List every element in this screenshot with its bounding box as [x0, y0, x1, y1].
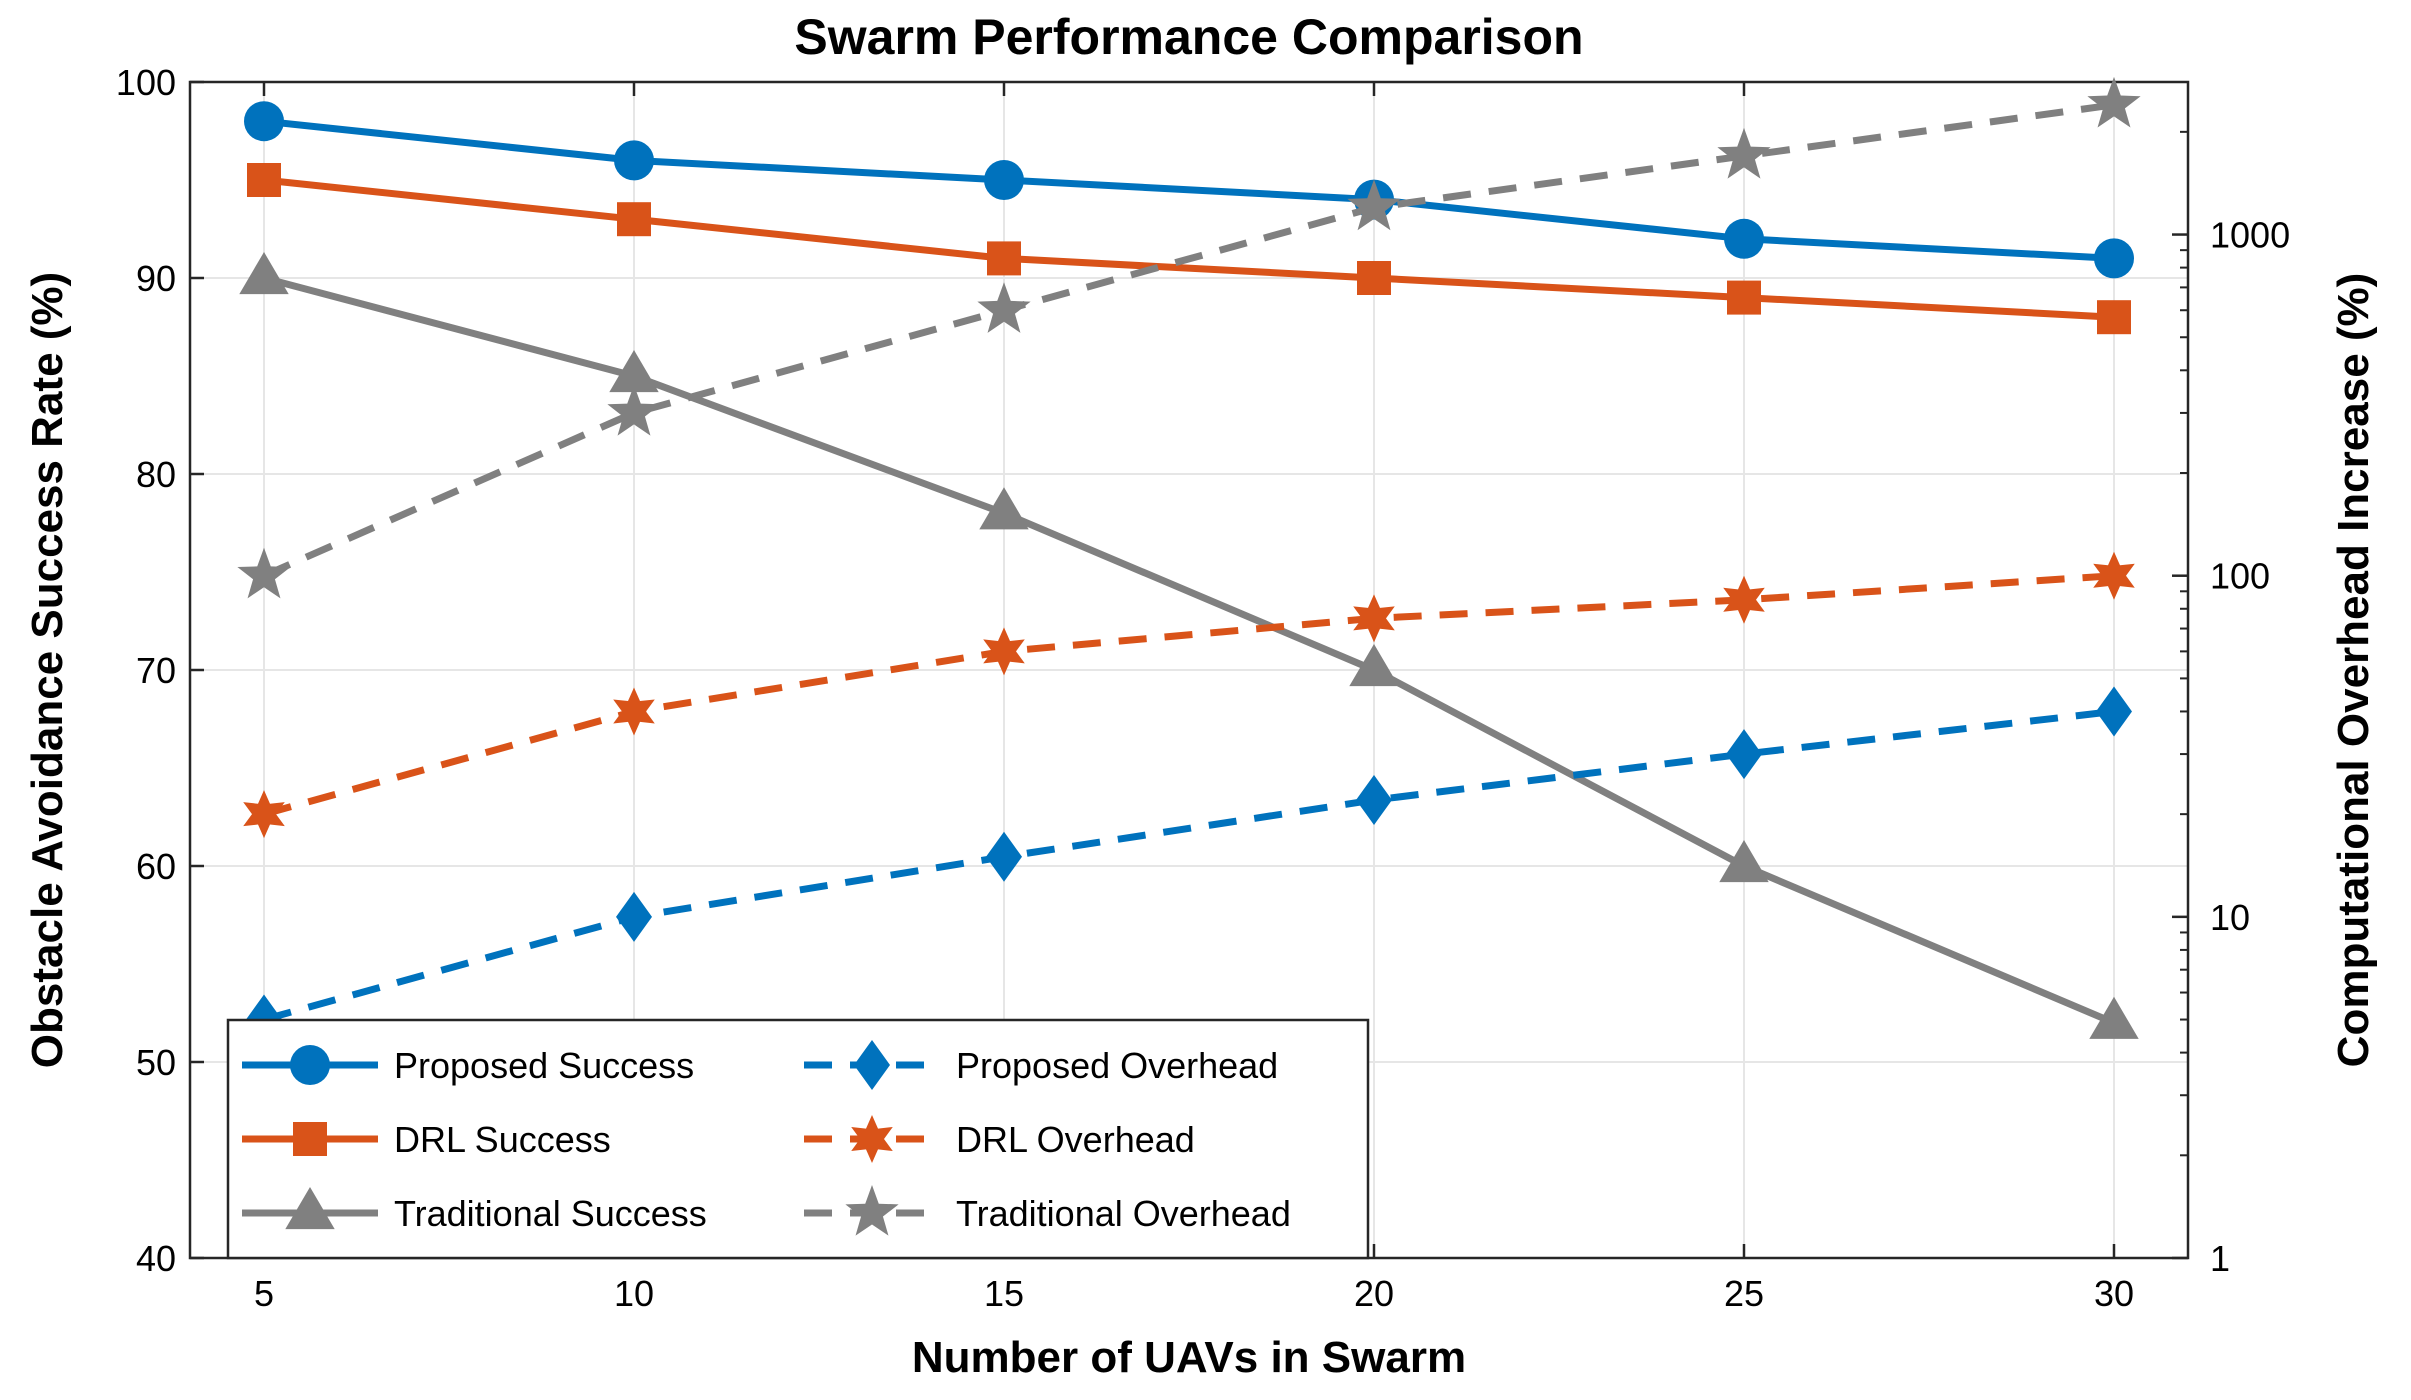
series-traditional-overhead — [237, 76, 2141, 599]
data-point — [617, 202, 651, 237]
data-point — [977, 282, 1031, 333]
data-point — [1356, 775, 1392, 826]
legend-marker — [851, 1115, 893, 1163]
y-left-tick-label: 100 — [116, 62, 176, 103]
data-point — [986, 831, 1022, 882]
y-left-tick-label: 80 — [136, 454, 176, 495]
series-line — [263, 572, 2115, 818]
legend-label: DRL Success — [394, 1119, 611, 1160]
data-point — [244, 101, 284, 142]
x-axis-label: Number of UAVs in Swarm — [912, 1333, 1466, 1382]
legend-marker — [854, 1040, 890, 1090]
y-left-tick-label: 70 — [136, 650, 176, 691]
x-tick-label: 25 — [1724, 1273, 1764, 1314]
legend-entry: DRL Overhead — [804, 1115, 1195, 1163]
data-point — [1719, 840, 1769, 883]
series-line — [263, 176, 2115, 321]
data-point — [614, 140, 654, 181]
data-point — [237, 547, 291, 599]
series-line — [263, 274, 2116, 1027]
series-drl-success — [247, 163, 2131, 335]
data-point — [613, 687, 655, 736]
data-point — [1353, 594, 1395, 643]
legend-entry: Traditional Overhead — [804, 1185, 1291, 1236]
data-point — [616, 891, 652, 942]
y-right-axis-label: Computational Overhead Increase (%) — [2329, 273, 2378, 1068]
legend-entry: Proposed Overhead — [804, 1040, 1278, 1090]
y-right-tick-label: 100 — [2210, 556, 2270, 597]
legend-box — [226, 1018, 1370, 1260]
data-point — [1724, 218, 1764, 259]
series-line — [263, 117, 2115, 262]
y-left-axis-label: Obstacle Avoidance Success Rate (%) — [23, 272, 72, 1068]
y-left-tick-label: 60 — [136, 846, 176, 887]
data-point — [2093, 551, 2135, 600]
y-right-tick-label: 1 — [2210, 1238, 2230, 1279]
y-left-tick-label: 90 — [136, 258, 176, 299]
legend-marker — [293, 1122, 327, 1156]
data-point — [607, 384, 661, 436]
data-point — [243, 790, 285, 839]
data-point — [987, 241, 1021, 276]
legend-label: Traditional Success — [394, 1193, 707, 1234]
legend-label: Proposed Success — [394, 1045, 694, 1086]
data-point — [984, 160, 1024, 200]
series-line — [262, 101, 2115, 579]
data-point — [609, 350, 659, 393]
legend-label: DRL Overhead — [956, 1119, 1195, 1160]
y-right-tick-label: 1000 — [2210, 215, 2290, 256]
data-point — [2097, 300, 2131, 335]
data-point — [1727, 280, 1761, 315]
data-point — [1723, 575, 1765, 624]
x-tick-label: 20 — [1354, 1273, 1394, 1314]
y-left-tick-label: 40 — [136, 1238, 176, 1279]
legend-label: Proposed Overhead — [956, 1045, 1278, 1086]
data-point — [1349, 644, 1399, 687]
data-point — [1717, 127, 1771, 179]
data-point — [979, 487, 1029, 530]
series-drl-overhead — [243, 551, 2135, 839]
data-point — [2089, 996, 2139, 1039]
y-left-tick-label: 50 — [136, 1042, 176, 1083]
legend-entry: DRL Success — [242, 1119, 611, 1160]
y-right-tick-label: 10 — [2210, 897, 2250, 938]
data-point — [2094, 238, 2134, 279]
legend-marker — [845, 1185, 899, 1236]
series-traditional-success — [239, 252, 2139, 1039]
data-point — [983, 627, 1025, 676]
legend-entry: Proposed Success — [242, 1045, 694, 1086]
legend-entry: Traditional Success — [242, 1187, 707, 1234]
data-point — [1357, 261, 1391, 295]
data-point — [2087, 76, 2141, 128]
data-point — [2096, 686, 2132, 737]
legend-marker — [290, 1045, 330, 1085]
series-line — [263, 707, 2115, 1023]
chart-title: Swarm Performance Comparison — [794, 9, 1583, 65]
x-tick-label: 5 — [254, 1273, 274, 1314]
x-tick-label: 30 — [2094, 1273, 2134, 1314]
data-point — [247, 163, 281, 197]
legend-label: Traditional Overhead — [956, 1193, 1291, 1234]
data-point — [239, 252, 289, 295]
x-tick-label: 15 — [984, 1273, 1024, 1314]
data-point — [1347, 179, 1401, 231]
legend-marker — [285, 1187, 335, 1230]
x-tick-label: 10 — [614, 1273, 654, 1314]
data-point — [1726, 729, 1762, 780]
